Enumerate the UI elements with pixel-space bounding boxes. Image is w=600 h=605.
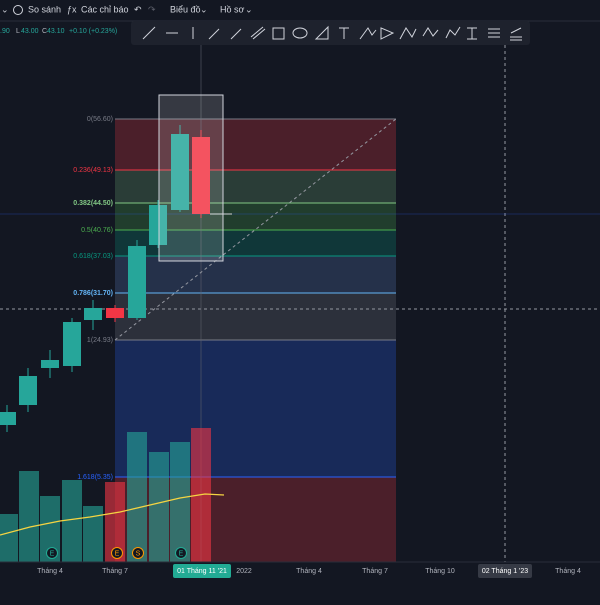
drawing-tool[interactable] bbox=[208, 28, 220, 40]
x-tick-label: 2022 bbox=[236, 568, 252, 575]
drawing-tool[interactable] bbox=[292, 27, 308, 39]
x-axis: Tháng 4 Tháng 7 2022 Tháng 4 Tháng 7 Tháng 10… bbox=[37, 568, 581, 575]
event-badge[interactable] bbox=[175, 547, 187, 559]
indicators-button[interactable]: Các chỉ báo bbox=[81, 4, 129, 14]
volume bbox=[0, 428, 211, 562]
fib-zone bbox=[115, 119, 396, 170]
drawing-toolbar bbox=[131, 21, 530, 45]
fib-label: 0.618(37.03) bbox=[73, 253, 113, 260]
candles bbox=[0, 125, 232, 432]
x-tick-label: Tháng 10 bbox=[425, 568, 455, 575]
fib-label: 0.236(49.13) bbox=[73, 167, 113, 174]
x-tick-label: Tháng 4 bbox=[555, 568, 581, 575]
drawing-tool[interactable] bbox=[250, 26, 266, 40]
x-tick-label: Tháng 7 bbox=[362, 568, 388, 575]
moving-average bbox=[0, 493, 225, 536]
fib-label: 0.382(44.50) bbox=[73, 200, 113, 207]
fib-label: 1.618(5.35) bbox=[77, 474, 113, 481]
ohlc-legend: .90 L 43.00 C 43.10 +0.10 (+0.23%) bbox=[0, 28, 117, 35]
drawing-tool[interactable] bbox=[467, 27, 477, 40]
dropdown[interactable]: ⌄ bbox=[1, 4, 9, 14]
ohlc-item: C bbox=[42, 28, 47, 35]
x-tick-label: Tháng 7 bbox=[102, 568, 128, 575]
fib-label: 0.786(31.70) bbox=[73, 290, 113, 297]
crosshair-date: 02 Tháng 1 '23 bbox=[482, 568, 528, 575]
drawing-tool[interactable] bbox=[445, 26, 461, 39]
event-letter: E bbox=[115, 550, 120, 557]
compare-button[interactable]: So sánh bbox=[28, 4, 61, 14]
event-badge[interactable] bbox=[46, 547, 58, 559]
drawing-tool[interactable] bbox=[399, 27, 417, 40]
profile-button[interactable]: Hồ sơ bbox=[220, 4, 245, 14]
event-letter: E bbox=[179, 550, 184, 557]
fib-labels: 0(56.60) 0.236(49.13) 0.382(44.50) 0.5(40.7… bbox=[73, 116, 113, 481]
ohlc-item: +0.10 (+0.23%) bbox=[69, 28, 117, 35]
fib-label: 0(56.60) bbox=[87, 116, 113, 123]
fib-zone bbox=[115, 256, 396, 293]
chart-button[interactable]: Biểu đồ bbox=[170, 4, 201, 14]
selection-box bbox=[158, 94, 224, 262]
x-tick-label: Tháng 4 bbox=[296, 568, 322, 575]
drawing-tool[interactable] bbox=[422, 27, 439, 37]
drawing-tool[interactable] bbox=[359, 27, 377, 40]
drawing-tool[interactable] bbox=[510, 27, 522, 41]
fib-zone bbox=[115, 293, 396, 340]
ohlc-item: 43.10 bbox=[47, 28, 65, 35]
drawing-tool[interactable] bbox=[380, 27, 395, 40]
ohlc-item: 43.00 bbox=[21, 28, 39, 35]
dropdown[interactable]: ⌄ bbox=[200, 4, 208, 14]
crosshair-date-bg bbox=[478, 564, 532, 578]
cursor-date: 01 Tháng 11 '21 bbox=[177, 568, 227, 575]
drawing-tool[interactable] bbox=[339, 27, 349, 39]
cursor-date-bg bbox=[173, 564, 231, 578]
fib-lines bbox=[115, 118, 396, 478]
drawing-tool[interactable] bbox=[272, 27, 285, 40]
fib-label: 0.5(40.76) bbox=[81, 227, 113, 234]
event-letter: S bbox=[136, 550, 141, 557]
drawing-tool[interactable] bbox=[314, 25, 329, 40]
event-badge[interactable] bbox=[111, 547, 123, 559]
event-badge[interactable] bbox=[132, 547, 144, 559]
redo-button[interactable]: ↷ bbox=[148, 4, 156, 14]
ohlc-item: L bbox=[16, 28, 20, 35]
fib-zone bbox=[115, 170, 396, 203]
fib-label: 1(24.93) bbox=[87, 337, 113, 344]
drawing-tool[interactable] bbox=[142, 26, 156, 40]
x-tick-label: Tháng 4 bbox=[37, 568, 63, 575]
indicators-icon[interactable]: ƒx bbox=[67, 4, 77, 14]
top-toolbar bbox=[0, 0, 600, 21]
event-letter: E bbox=[50, 550, 55, 557]
compare-icon[interactable] bbox=[13, 5, 23, 15]
ohlc-item: .90 bbox=[0, 28, 10, 35]
drawing-tool[interactable] bbox=[230, 28, 242, 40]
dropdown[interactable]: ⌄ bbox=[245, 4, 253, 14]
drawing-tools bbox=[142, 25, 522, 41]
drawing-tool[interactable] bbox=[488, 28, 500, 38]
undo-button[interactable]: ↶ bbox=[134, 4, 142, 14]
